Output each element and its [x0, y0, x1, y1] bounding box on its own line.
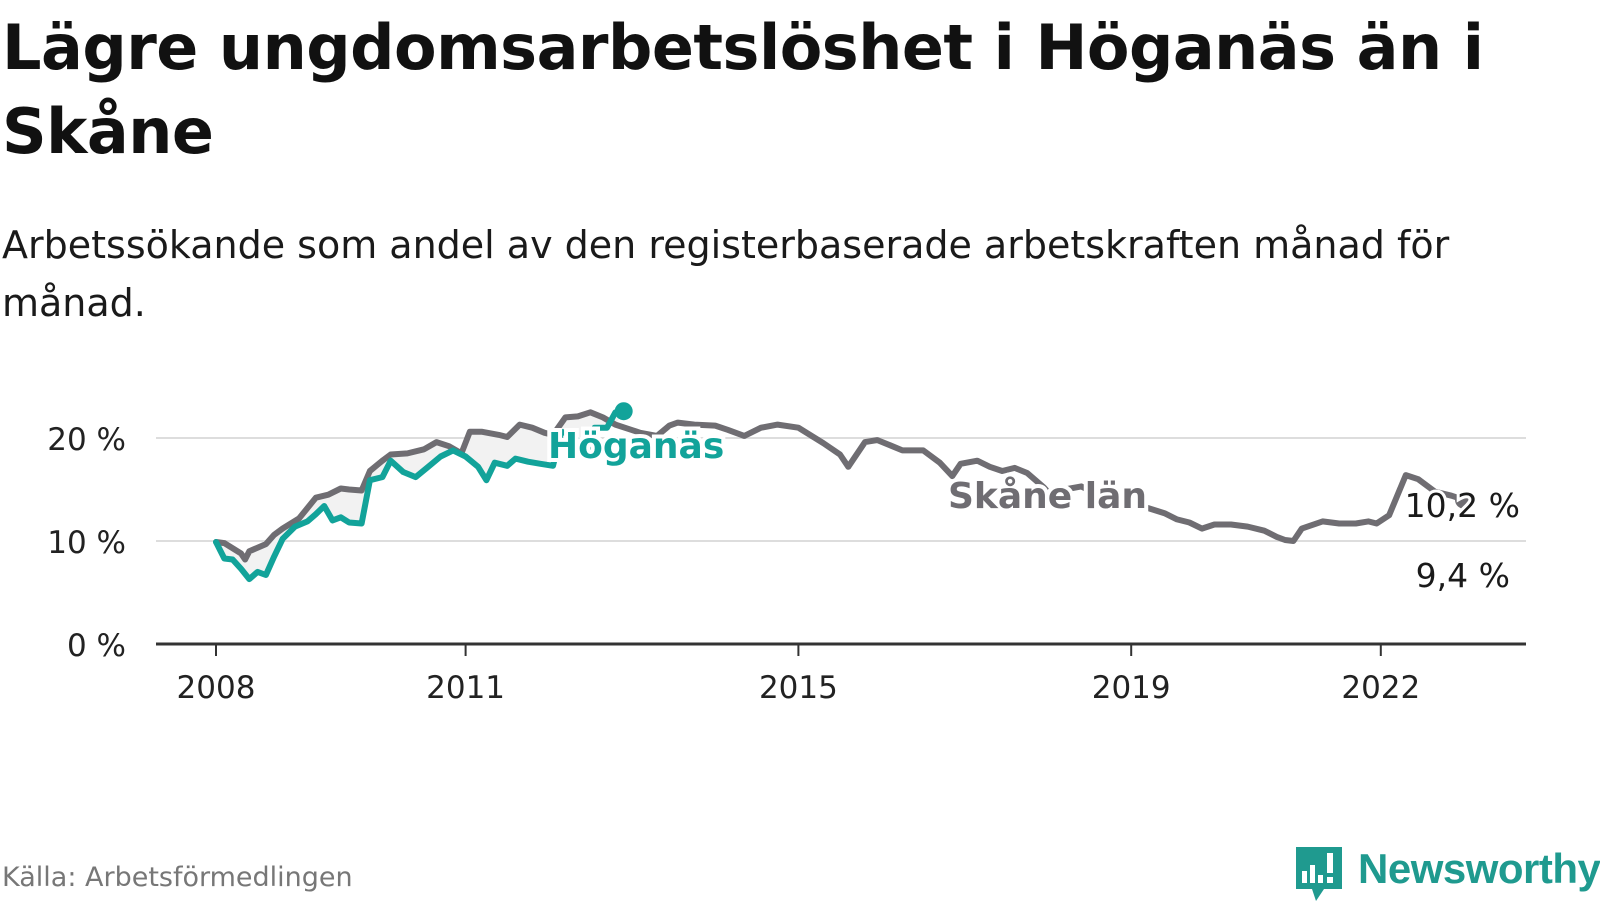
series-line-skane — [213, 409, 1467, 563]
chart-subtitle: Arbetssökande som andel av den registerb… — [2, 223, 1450, 325]
brand-name: Newsworthy — [1358, 845, 1600, 892]
x-tick-label: 2011 — [426, 670, 505, 706]
end-label-hoganas: 9,4 % — [1416, 556, 1510, 595]
x-tick-label: 2019 — [1092, 670, 1171, 706]
difference-band — [216, 411, 624, 580]
end-point-skane — [1455, 490, 1473, 509]
x-tick-label: 2015 — [759, 670, 838, 706]
line-chart: 2008 2011 2015 2019 2022 0 % 10 % 20 % Höganäs… — [47, 402, 1526, 706]
series-lines — [213, 408, 1467, 583]
x-ticks: 2008 2011 2015 2019 2022 — [177, 644, 1420, 706]
y-tick-label: 10 % — [47, 525, 126, 561]
y-tick-label: 0 % — [67, 628, 126, 664]
chart-title: Lägre ungdomsarbetslöshet i Höganäs än i… — [2, 11, 1484, 168]
x-tick-label: 2008 — [177, 670, 256, 706]
x-tick-label: 2022 — [1341, 670, 1420, 706]
end-point-hoganas — [614, 402, 633, 421]
y-ticks: 0 % 10 % 20 % — [47, 422, 126, 664]
newsworthy-chart-icon — [1296, 847, 1342, 901]
gridlines — [156, 437, 1526, 542]
series-line-hoganas — [213, 408, 627, 583]
series-label-hoganas: Höganäs — [548, 426, 724, 467]
difference-band-area — [216, 411, 624, 580]
y-tick-label: 20 % — [47, 422, 126, 458]
source-note: Källa: Arbetsförmedlingen — [2, 862, 353, 893]
series-labels: Höganäs Skåne län 10,2 % 9,4 % — [544, 402, 1523, 598]
series-label-skane: Skåne län — [948, 476, 1147, 517]
newsworthy-brand[interactable]: Newsworthy — [1292, 845, 1600, 905]
end-label-skane: 10,2 % — [1405, 486, 1520, 525]
